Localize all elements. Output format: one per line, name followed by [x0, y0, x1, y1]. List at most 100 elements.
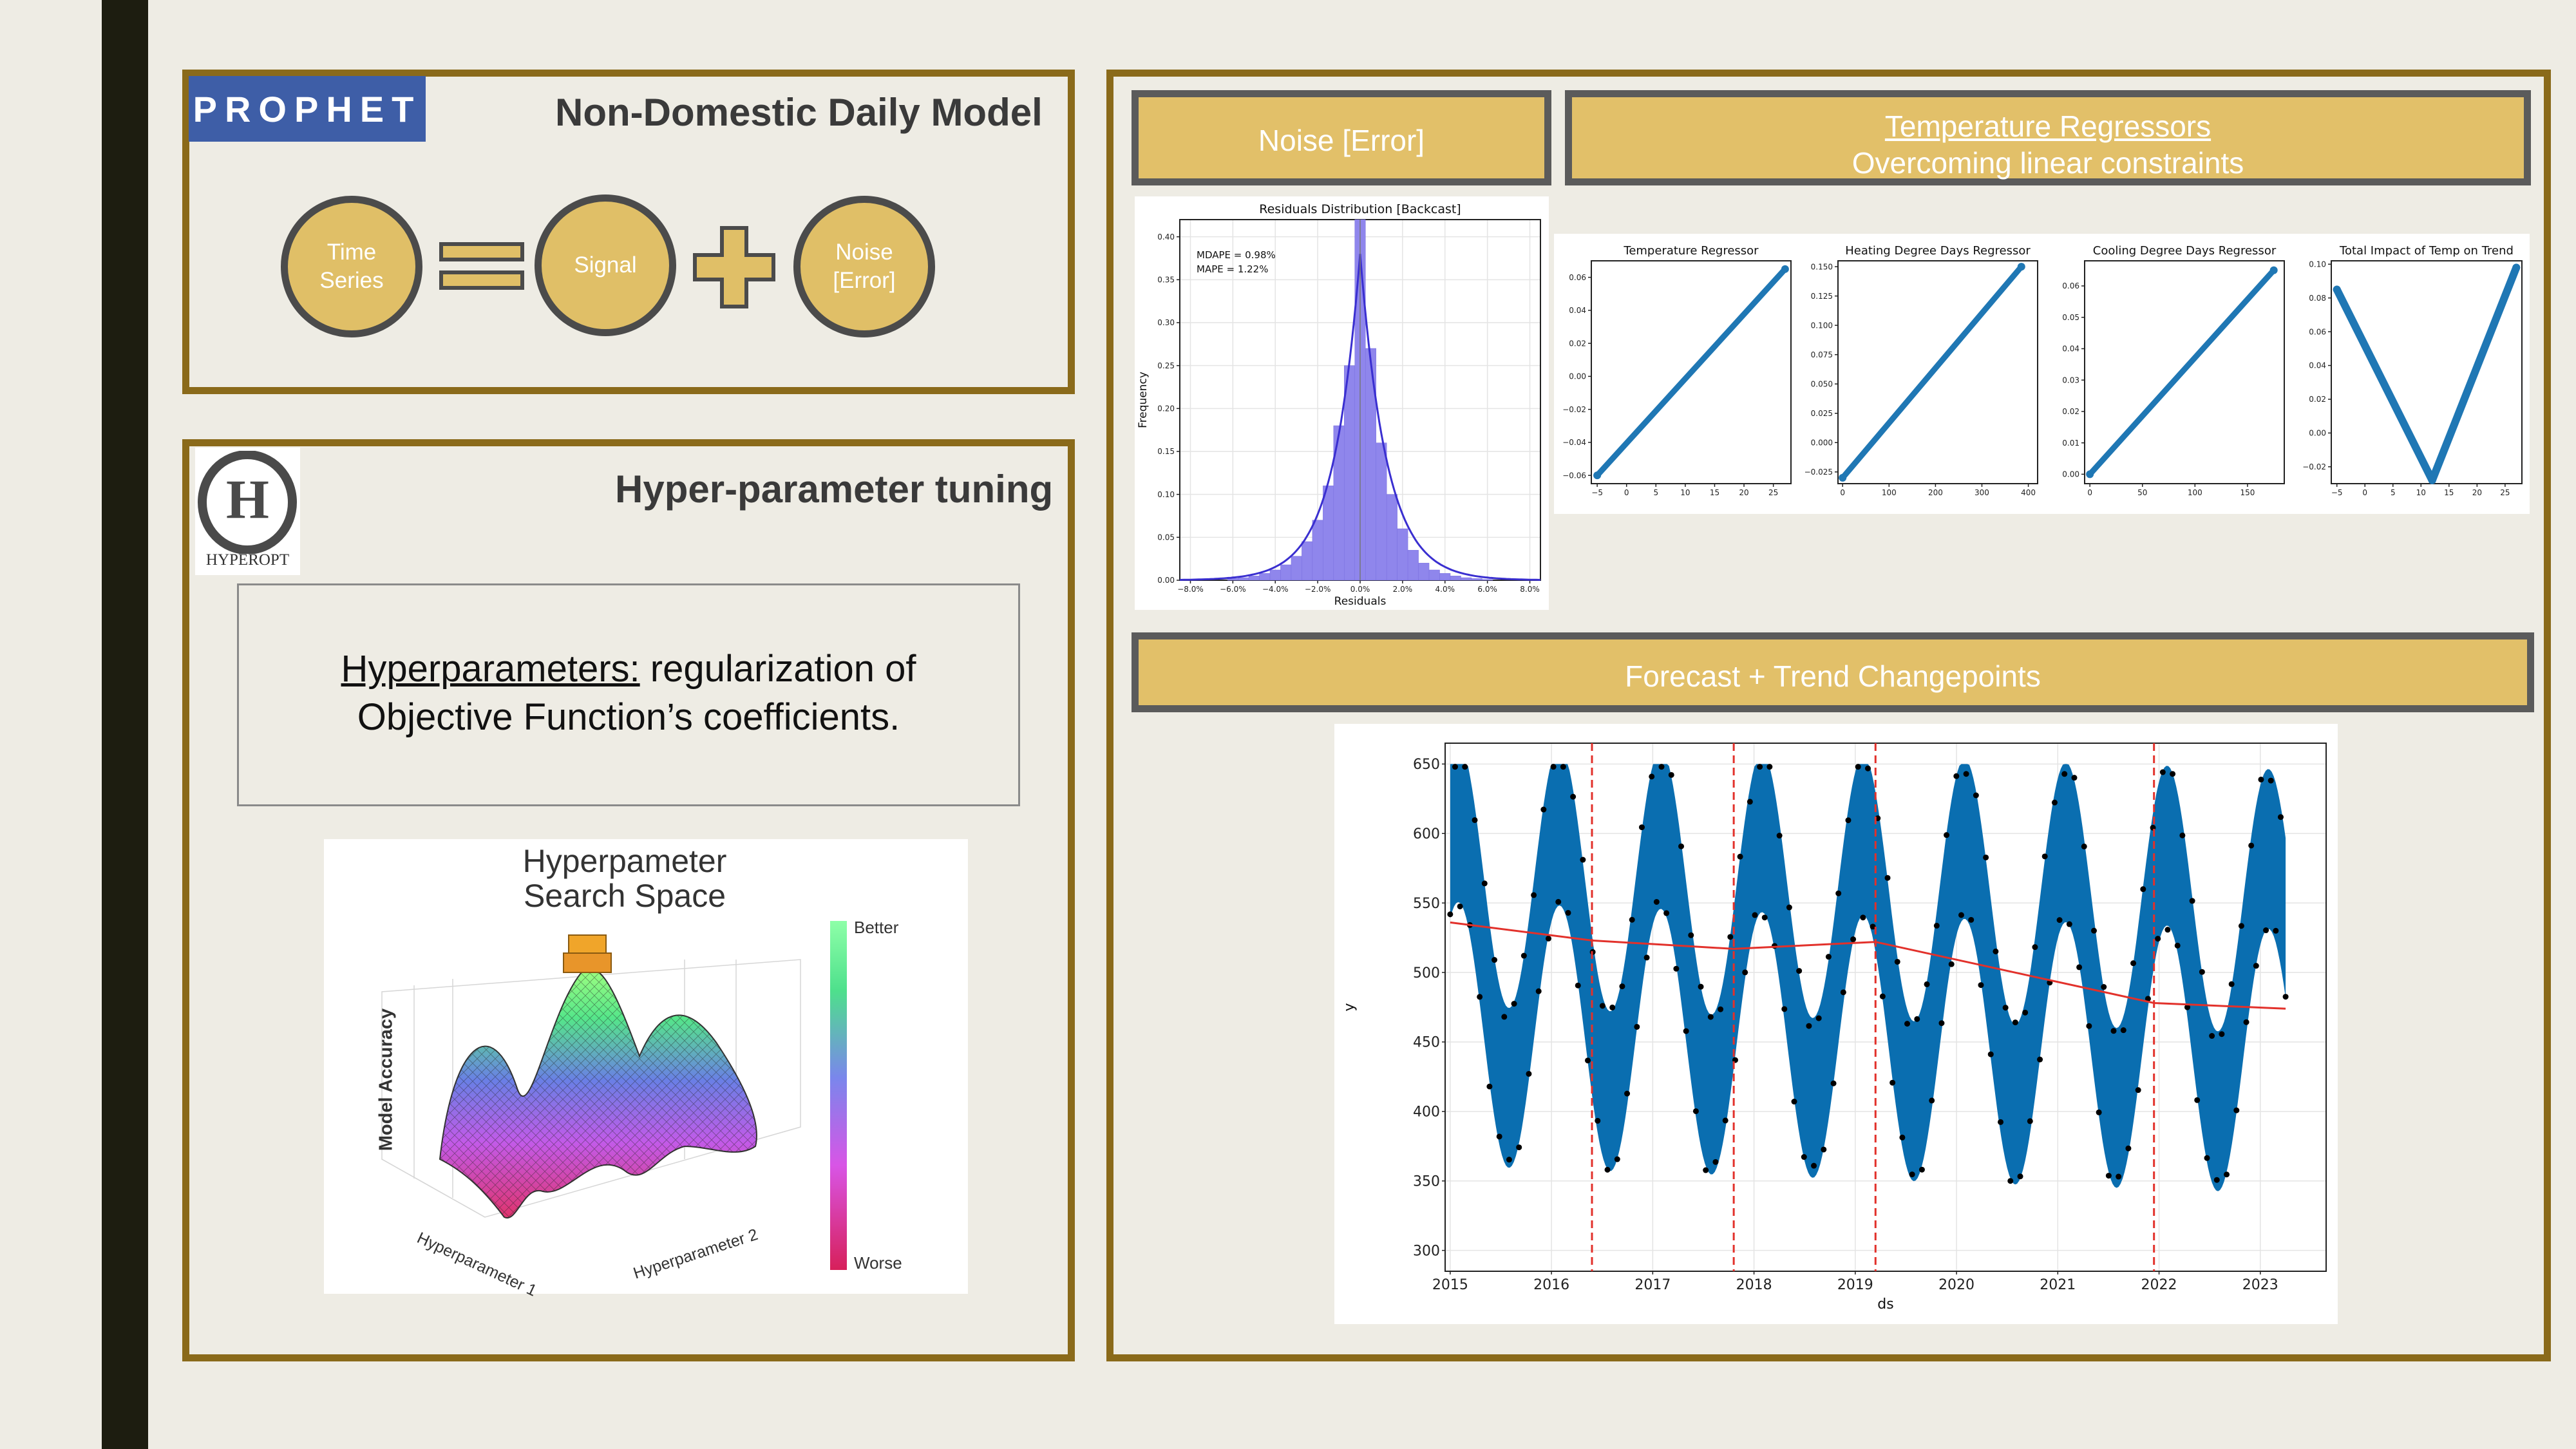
x-tick-label: 10	[2416, 488, 2426, 497]
observation-point	[1761, 914, 1768, 921]
observation-point	[1948, 961, 1955, 967]
histogram-bar	[1248, 576, 1260, 581]
observation-point	[1634, 1023, 1640, 1030]
x-tick-label: 2023	[2242, 1277, 2278, 1293]
x-tick-label: 2018	[1736, 1277, 1772, 1293]
y-tick-label: 0.20	[1157, 404, 1175, 413]
histogram-bar	[1269, 569, 1281, 581]
observation-point	[2007, 1178, 2014, 1184]
plot-frame	[1444, 743, 2327, 1272]
observation-point	[1766, 764, 1773, 770]
observation-point	[1486, 1083, 1493, 1090]
observation-point	[2076, 964, 2083, 971]
x-tick-label: 20	[2472, 488, 2482, 497]
forecast-band	[1450, 764, 2286, 1191]
observation-point	[1830, 1080, 1837, 1086]
y-tick-label: 0.10	[1157, 490, 1175, 499]
observation-point	[2012, 1019, 2018, 1026]
histogram-bar	[1386, 494, 1397, 581]
observation-point	[1501, 1014, 1508, 1020]
scatter-band	[1839, 263, 2025, 481]
scatter-band	[1594, 266, 1788, 478]
scatter-point	[2333, 285, 2341, 294]
y-tick-label: 0.04	[2309, 361, 2326, 370]
observation-point	[2086, 1023, 2092, 1029]
observation-point	[2228, 981, 2235, 987]
colorbar-bottom-label: Worse	[854, 1253, 902, 1273]
y-tick-label: 0.125	[1811, 292, 1833, 301]
histogram-bar	[1407, 550, 1419, 581]
observation-point	[1845, 817, 1852, 824]
x-tick-label: 2016	[1533, 1277, 1569, 1293]
observation-point	[1889, 1079, 1896, 1086]
observation-point	[1860, 914, 1866, 921]
observation-point	[1624, 1090, 1631, 1097]
metric-annotation: MDAPE = 0.98%	[1197, 249, 1276, 261]
scatter-point	[2269, 266, 2278, 274]
observation-point	[2204, 1155, 2210, 1161]
y-tick-label: 650	[1413, 757, 1440, 773]
x-tick-label: 2.0%	[1393, 585, 1413, 594]
x-tick-label: 25	[1768, 488, 1778, 497]
observation-point	[1796, 968, 1803, 974]
observation-point	[1933, 922, 1940, 929]
observation-point	[1806, 1023, 1812, 1029]
observation-point	[2184, 1004, 2190, 1010]
plot-frame	[1837, 260, 2038, 484]
plot-frame	[1591, 260, 1792, 484]
observation-point	[1958, 912, 1964, 918]
total-impact-chart: −5 0 5 10 15 20 25 −0.02 0.00 0.02 0.04 0.06 0.08 0.1…	[2302, 244, 2523, 497]
observation-point	[2002, 1005, 2009, 1011]
x-tick-label: 2021	[2040, 1277, 2076, 1293]
observation-point	[1614, 1156, 1620, 1162]
hyperparameter-text-line1: Hyperparameters: regularization of	[237, 647, 1020, 690]
observation-point	[1692, 1108, 1699, 1114]
observation-point	[2116, 1173, 2122, 1180]
observation-point	[1673, 965, 1680, 972]
observation-point	[1643, 954, 1650, 961]
observation-point	[2253, 963, 2259, 969]
hyperopt-letter: H	[226, 468, 269, 530]
observation-point	[1918, 1166, 1925, 1173]
observation-point	[2213, 1177, 2220, 1183]
y-tick-label: 0.00	[2309, 429, 2326, 438]
histogram-bar	[1461, 577, 1472, 581]
observation-point	[2135, 1087, 2141, 1094]
observation-point	[1698, 983, 1704, 990]
model-frame	[182, 70, 1075, 394]
y-tick-label: 0.025	[1811, 409, 1833, 418]
observation-point	[2091, 927, 2098, 934]
observation-point	[2150, 824, 2156, 831]
prophet-logo-text: PROPHET	[193, 89, 422, 129]
x-tick-label: 50	[2137, 488, 2147, 497]
y-tick-label: 0.30	[1157, 318, 1175, 327]
observation-point	[2022, 1009, 2029, 1016]
y-tick-label: 500	[1413, 965, 1440, 981]
observation-point	[2017, 1173, 2023, 1180]
observation-point	[1560, 764, 1566, 770]
histogram-bar	[1312, 520, 1323, 581]
y-tick-label: 0.02	[2062, 407, 2079, 416]
observation-point	[2159, 769, 2166, 775]
observation-point	[1531, 892, 1537, 898]
observation-point	[2189, 898, 2195, 904]
x-tick-label: 15	[2444, 488, 2454, 497]
histogram-bar	[1450, 576, 1461, 581]
observation-point	[1987, 1051, 1994, 1057]
search-space-title-2: Search Space	[523, 878, 726, 914]
noise-circle: Noise [Error]	[793, 196, 935, 337]
y-tick-label: −0.02	[2302, 462, 2326, 471]
observation-point	[2248, 842, 2255, 849]
observation-point	[1472, 817, 1478, 823]
y-tick-label: 0.150	[1811, 262, 1833, 271]
observation-point	[1938, 1020, 1945, 1027]
observation-point	[1703, 1167, 1709, 1173]
y-tick-label: 0.00	[1157, 576, 1175, 585]
hyperparameter-definition: regularization of	[639, 648, 916, 690]
observation-point	[1688, 932, 1694, 938]
y-tick-label: 0.35	[1157, 276, 1175, 285]
observation-point	[1752, 912, 1758, 918]
observation-point	[2224, 1171, 2230, 1178]
observation-point	[1727, 934, 1734, 940]
observation-point	[2209, 1033, 2215, 1039]
